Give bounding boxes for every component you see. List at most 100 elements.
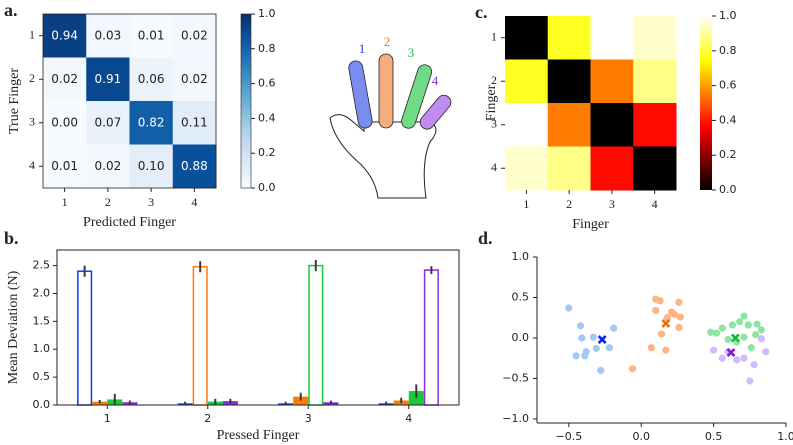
heatmap-cell xyxy=(86,144,130,189)
scatter-point xyxy=(733,356,741,364)
x-axis-label: Pressed Finger xyxy=(217,428,300,443)
cell-label: 0.91 xyxy=(95,72,122,86)
mean-marker xyxy=(597,335,607,345)
scatter-point xyxy=(736,318,744,326)
colorbar-tick-label: 0.8 xyxy=(719,44,737,57)
panel-label: a. xyxy=(4,0,18,20)
finger xyxy=(401,64,433,129)
cell-label: 0.94 xyxy=(51,28,78,42)
colorbar-tick-label: 0.2 xyxy=(258,146,276,159)
finger-label: 4 xyxy=(432,73,439,88)
bar xyxy=(77,270,93,406)
heatmap-cell xyxy=(633,59,677,104)
heatmap-cell xyxy=(129,57,174,102)
axes-frame xyxy=(42,13,217,189)
y-tick-label: 0.5 xyxy=(33,370,51,383)
y-tick-label: −1.0 xyxy=(502,412,529,425)
heatmap-cell xyxy=(129,14,174,58)
x-tick-label: 0.5 xyxy=(705,430,723,443)
heatmap-cell xyxy=(590,16,634,60)
y-tick-label: 2.5 xyxy=(33,259,51,272)
scatter-point xyxy=(657,330,666,338)
heatmap-cell xyxy=(129,144,174,189)
palm xyxy=(329,114,437,199)
bar xyxy=(293,396,309,405)
colorbar-tick-label: 0.0 xyxy=(719,183,737,196)
heatmap-cell xyxy=(172,144,217,189)
y-tick-label: 0.0 xyxy=(33,398,51,411)
scatter-point xyxy=(572,352,580,360)
scatter-point xyxy=(746,377,754,385)
y-tick-label: 2 xyxy=(29,71,35,85)
colorbar xyxy=(240,13,252,189)
scatter-point xyxy=(718,354,726,362)
y-tick-label: 2.0 xyxy=(33,286,51,299)
x-tick-label: 3 xyxy=(305,412,312,425)
heatmap-cell xyxy=(505,146,549,191)
scatter-point xyxy=(597,366,605,374)
cell-label: 0.03 xyxy=(95,28,122,42)
x-tick-label: 4 xyxy=(405,412,412,425)
scatter-point xyxy=(610,324,618,332)
scatter-point xyxy=(565,304,573,312)
scatter-point xyxy=(675,298,683,306)
finger xyxy=(348,60,373,129)
bar xyxy=(423,269,439,406)
colorbar-tick-label: 0.6 xyxy=(258,77,276,90)
colorbar xyxy=(700,16,712,190)
cell-label: 0.02 xyxy=(95,159,122,173)
cell-label: 0.88 xyxy=(181,159,208,173)
finger xyxy=(419,94,452,130)
heatmap-cell xyxy=(43,144,87,189)
y-tick-label: 4 xyxy=(29,158,35,172)
hand-diagram: 1 2 3 4 xyxy=(329,34,452,199)
mean-marker xyxy=(730,333,740,343)
x-tick-label: 4 xyxy=(652,197,658,211)
scatter-point xyxy=(581,352,589,360)
cell-label: 0.10 xyxy=(138,159,165,173)
x-tick-label: 1 xyxy=(523,197,529,211)
heatmap-cell xyxy=(129,101,174,145)
cell-label: 0.00 xyxy=(51,115,78,129)
y-tick-label: 1.0 xyxy=(512,250,530,263)
heatmap-cell xyxy=(547,16,591,60)
colorbar-tick-label: 0.6 xyxy=(719,79,737,92)
scatter-point xyxy=(647,344,655,352)
x-tick-label: 0.0 xyxy=(632,430,650,443)
scatter-point xyxy=(676,313,684,321)
scatter-point xyxy=(740,354,748,362)
scatter-point xyxy=(762,348,770,356)
mean-marker xyxy=(661,318,671,328)
colorbar-tick-label: 0.8 xyxy=(258,42,276,55)
cell-label: 0.02 xyxy=(181,28,208,42)
y-tick-label: 2 xyxy=(491,73,497,87)
panel-label: b. xyxy=(4,228,19,248)
y-tick-label: 1.5 xyxy=(33,314,51,327)
heatmap-cell xyxy=(590,103,634,147)
x-tick-label: 1.0 xyxy=(777,430,793,443)
scatter-point xyxy=(662,346,670,354)
cell-label: 0.02 xyxy=(51,72,78,86)
heatmap-cell xyxy=(547,59,591,104)
colorbar-tick-label: 0.4 xyxy=(258,111,276,124)
bar xyxy=(192,265,208,406)
scatter-point xyxy=(718,324,726,332)
scatter-point xyxy=(589,333,598,341)
heatmap-cell xyxy=(86,101,130,145)
scatter-point xyxy=(724,335,732,344)
y-axis-label: True Finger xyxy=(7,68,22,134)
y-tick-label: 0.5 xyxy=(512,290,530,303)
axes-frame xyxy=(56,249,460,406)
scatter-point xyxy=(712,329,721,337)
heatmap-cell xyxy=(86,14,130,58)
heatmap-cell xyxy=(505,59,549,104)
x-tick-label: 1 xyxy=(104,412,111,425)
finger xyxy=(378,53,394,129)
colorbar-tick-label: 1.0 xyxy=(719,9,737,22)
scatter-point xyxy=(740,333,748,341)
finger-label: 1 xyxy=(359,41,366,56)
cell-label: 0.82 xyxy=(138,115,165,129)
scatter-point xyxy=(656,297,664,305)
bar xyxy=(308,264,324,406)
scatter-point xyxy=(670,310,679,319)
